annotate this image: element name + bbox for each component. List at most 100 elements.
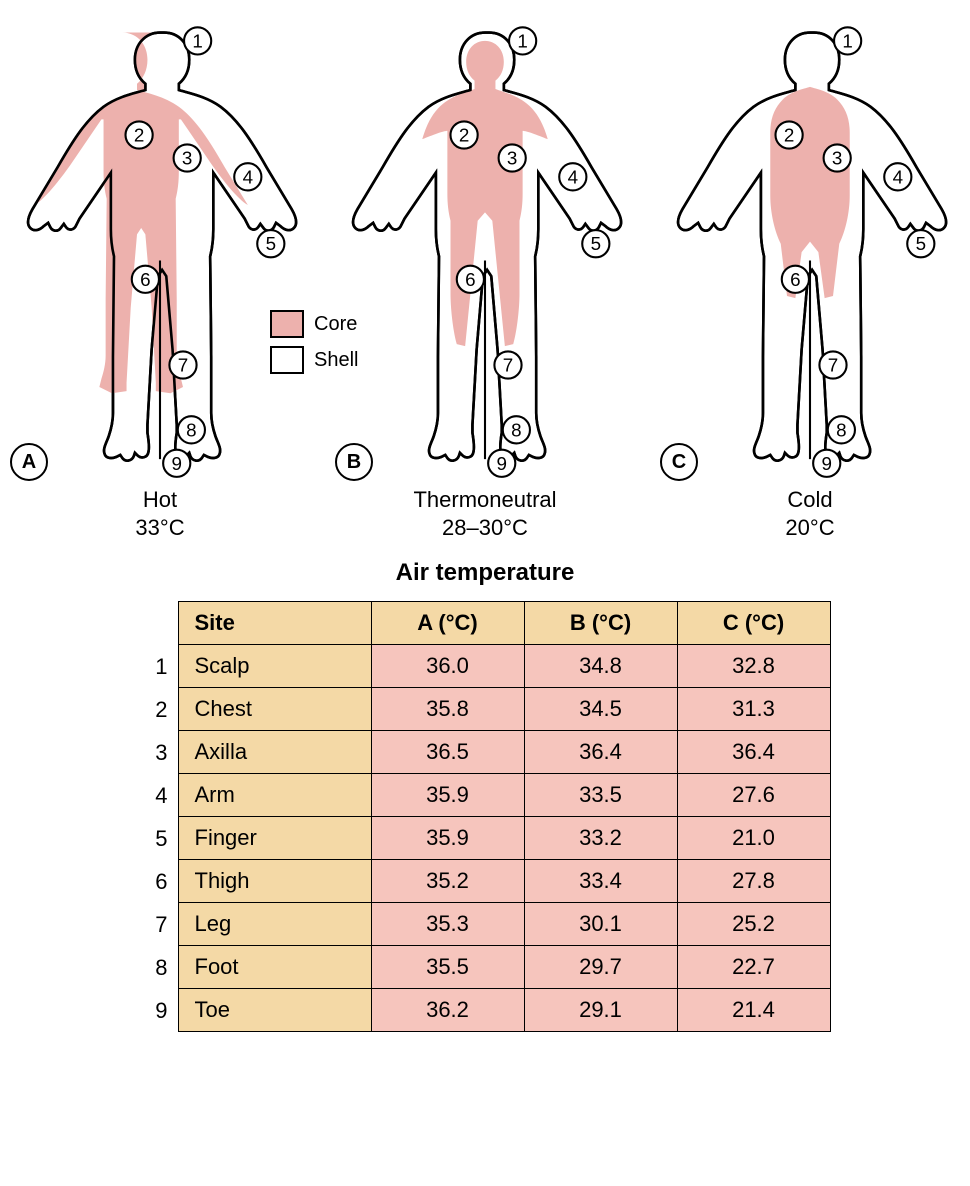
svg-text:2: 2 — [134, 124, 144, 145]
cell-A: 36.0 — [371, 645, 524, 688]
row-number: 3 — [140, 731, 178, 774]
cell-B: 29.7 — [524, 946, 677, 989]
cell-C: 22.7 — [677, 946, 830, 989]
body-figure-B: 123456789 — [345, 20, 625, 480]
cell-C: 32.8 — [677, 645, 830, 688]
cell-B: 30.1 — [524, 903, 677, 946]
cell-A: 35.2 — [371, 860, 524, 903]
table-row: Chest35.834.531.3 — [178, 688, 830, 731]
panel-caption-B: Thermoneutral28–30°C — [413, 486, 556, 541]
legend-shell: Shell — [270, 346, 358, 374]
svg-text:8: 8 — [511, 419, 521, 440]
table-header: C (°C) — [677, 602, 830, 645]
cell-C: 27.8 — [677, 860, 830, 903]
row-number: 8 — [140, 946, 178, 989]
figures-row: 123456789 AHot33°C 123456789 BThermoneut… — [20, 20, 950, 541]
cell-C: 21.0 — [677, 817, 830, 860]
table-header: B (°C) — [524, 602, 677, 645]
svg-text:4: 4 — [893, 166, 903, 187]
figure-col-C: 123456789 CCold20°C — [670, 20, 950, 541]
cell-site: Chest — [178, 688, 371, 731]
row-number: 6 — [140, 860, 178, 903]
panel-badge-C: C — [660, 443, 698, 481]
cell-site: Arm — [178, 774, 371, 817]
svg-text:4: 4 — [243, 166, 253, 187]
row-number: 4 — [140, 774, 178, 817]
cell-site: Foot — [178, 946, 371, 989]
row-number: 2 — [140, 688, 178, 731]
svg-text:7: 7 — [178, 355, 188, 376]
legend-core-label: Core — [314, 313, 357, 336]
swatch-core — [270, 310, 304, 338]
svg-text:9: 9 — [496, 453, 506, 474]
swatch-shell — [270, 346, 304, 374]
body-figure-A: 123456789 — [20, 20, 300, 480]
cell-A: 35.5 — [371, 946, 524, 989]
cell-B: 29.1 — [524, 989, 677, 1032]
table-container: 123456789SiteA (°C)B (°C)C (°C)Scalp36.0… — [20, 601, 950, 1032]
legend-core: Core — [270, 310, 358, 338]
axis-title: Air temperature — [20, 559, 950, 587]
table-row: Axilla36.536.436.4 — [178, 731, 830, 774]
table-row: Finger35.933.221.0 — [178, 817, 830, 860]
table-row: Foot35.529.722.7 — [178, 946, 830, 989]
figure-col-A: 123456789 AHot33°C — [20, 20, 300, 541]
row-number: 5 — [140, 817, 178, 860]
cell-A: 36.5 — [371, 731, 524, 774]
legend: Core Shell — [270, 310, 358, 382]
cell-A: 35.8 — [371, 688, 524, 731]
panel-caption-A: Hot33°C — [135, 486, 184, 541]
svg-text:1: 1 — [192, 30, 202, 51]
row-number: 7 — [140, 903, 178, 946]
cell-site: Toe — [178, 989, 371, 1032]
panel-badge-B: B — [335, 443, 373, 481]
svg-text:9: 9 — [171, 453, 181, 474]
svg-text:5: 5 — [266, 233, 276, 254]
svg-text:2: 2 — [784, 124, 794, 145]
cell-site: Scalp — [178, 645, 371, 688]
svg-text:3: 3 — [182, 148, 192, 169]
panel-caption-C: Cold20°C — [785, 486, 834, 541]
cell-C: 27.6 — [677, 774, 830, 817]
svg-text:3: 3 — [507, 148, 517, 169]
cell-B: 33.2 — [524, 817, 677, 860]
svg-text:1: 1 — [842, 30, 852, 51]
table-row: Leg35.330.125.2 — [178, 903, 830, 946]
table-row: Arm35.933.527.6 — [178, 774, 830, 817]
cell-site: Leg — [178, 903, 371, 946]
cell-C: 36.4 — [677, 731, 830, 774]
cell-C: 31.3 — [677, 688, 830, 731]
svg-text:7: 7 — [828, 355, 838, 376]
figures-container: 123456789 AHot33°C 123456789 BThermoneut… — [20, 20, 950, 541]
cell-site: Finger — [178, 817, 371, 860]
temperature-table: SiteA (°C)B (°C)C (°C)Scalp36.034.832.8C… — [178, 601, 831, 1032]
svg-text:3: 3 — [832, 148, 842, 169]
svg-text:6: 6 — [465, 269, 475, 290]
cell-site: Axilla — [178, 731, 371, 774]
legend-shell-label: Shell — [314, 349, 358, 372]
cell-B: 36.4 — [524, 731, 677, 774]
table-row: Thigh35.233.427.8 — [178, 860, 830, 903]
table-header: A (°C) — [371, 602, 524, 645]
svg-text:8: 8 — [836, 419, 846, 440]
row-number: 1 — [140, 645, 178, 688]
cell-A: 35.9 — [371, 817, 524, 860]
svg-text:1: 1 — [517, 30, 527, 51]
svg-text:6: 6 — [140, 269, 150, 290]
table-header: Site — [178, 602, 371, 645]
cell-A: 35.9 — [371, 774, 524, 817]
body-figure-C: 123456789 — [670, 20, 950, 480]
row-number-col: 123456789 — [140, 601, 178, 1032]
row-number: 9 — [140, 989, 178, 1032]
svg-text:6: 6 — [790, 269, 800, 290]
svg-text:2: 2 — [459, 124, 469, 145]
panel-badge-A: A — [10, 443, 48, 481]
cell-A: 35.3 — [371, 903, 524, 946]
svg-text:9: 9 — [821, 453, 831, 474]
table-row: Scalp36.034.832.8 — [178, 645, 830, 688]
cell-B: 33.5 — [524, 774, 677, 817]
svg-text:5: 5 — [591, 233, 601, 254]
table-row: Toe36.229.121.4 — [178, 989, 830, 1032]
cell-C: 21.4 — [677, 989, 830, 1032]
cell-B: 33.4 — [524, 860, 677, 903]
